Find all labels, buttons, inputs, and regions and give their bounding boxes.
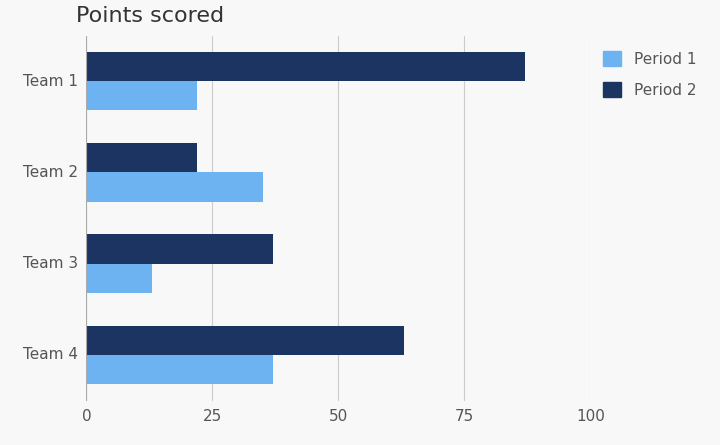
Bar [86,263,152,293]
Bar [86,143,197,172]
Bar [86,235,273,263]
Legend: Period 1, Period 2: Period 1, Period 2 [603,51,696,98]
Bar [86,326,404,355]
Bar [86,81,197,110]
Bar [86,355,273,384]
Bar [86,52,525,81]
Bar [86,172,263,202]
Text: Points scored: Points scored [76,6,225,26]
